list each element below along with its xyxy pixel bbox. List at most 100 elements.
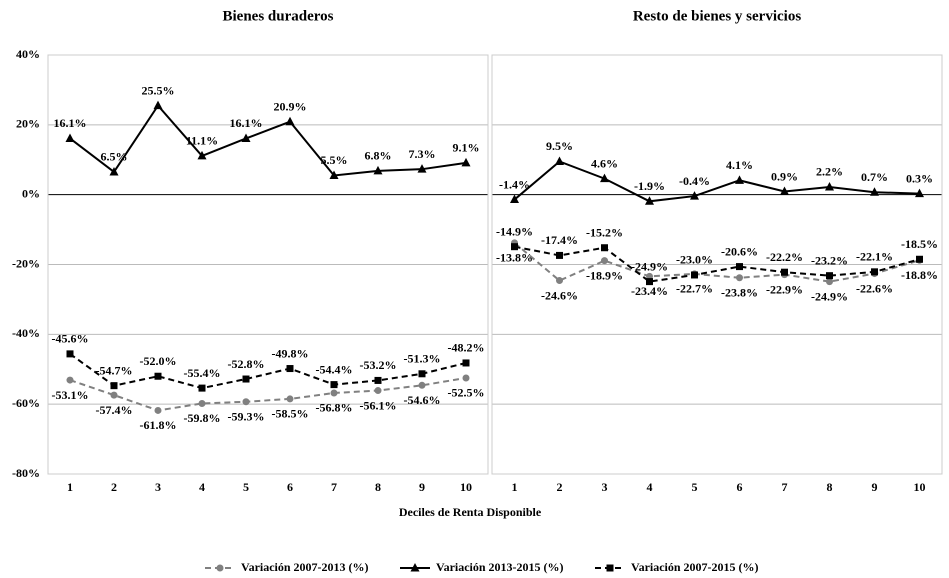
x-tick-label: 4 (199, 480, 205, 494)
data-label: -54.7% (96, 363, 133, 377)
data-label: -24.9% (811, 289, 848, 303)
point (915, 188, 924, 198)
data-label: -15.2% (586, 225, 623, 239)
point (916, 255, 923, 263)
x-tick-label: 6 (737, 480, 743, 494)
data-label: 9.1% (453, 141, 480, 155)
y-tick-label: 0% (22, 186, 40, 200)
point (645, 196, 654, 205)
x-tick-label: 8 (827, 480, 833, 494)
data-label: -51.3% (404, 352, 441, 366)
data-label: 11.1% (186, 134, 218, 148)
data-label: -52.8% (228, 357, 265, 371)
point (825, 181, 834, 191)
data-label: -48.2% (448, 341, 485, 355)
y-tick-label: -40% (12, 326, 40, 340)
point (110, 391, 118, 399)
point (461, 157, 471, 167)
y-tick-label: -20% (12, 256, 40, 270)
data-label: -52.5% (448, 386, 485, 400)
x-tick-label: 5 (243, 480, 249, 494)
point (418, 381, 426, 389)
point (556, 251, 563, 259)
series-line (513, 160, 920, 203)
data-label: -18.5% (901, 237, 938, 251)
data-label: -22.7% (676, 282, 713, 296)
point (154, 406, 162, 414)
x-tick-label: 5 (692, 480, 698, 494)
data-label: 20.9% (274, 99, 307, 113)
point (417, 164, 427, 173)
point (285, 116, 295, 126)
x-tick-label: 2 (557, 480, 563, 494)
data-label: 4.6% (591, 156, 618, 170)
data-label: -24.9% (631, 259, 668, 273)
series-line (514, 245, 920, 283)
data-label: -55.4% (184, 366, 221, 380)
point (601, 257, 608, 265)
point (198, 399, 206, 407)
legend-marker (216, 564, 224, 572)
y-tick-label: -80% (12, 466, 40, 480)
point (418, 370, 426, 378)
point (871, 268, 878, 276)
y-tick-label: -60% (12, 396, 40, 410)
point (511, 243, 518, 251)
plot-border (47, 54, 489, 475)
point (601, 244, 608, 252)
data-label: 0.9% (771, 169, 798, 183)
point (66, 376, 74, 384)
point (462, 359, 470, 367)
point (198, 384, 206, 392)
data-label: 6.8% (365, 149, 392, 163)
data-label: -61.8% (140, 418, 177, 432)
data-label: 0.3% (906, 171, 933, 185)
data-label: -56.1% (360, 398, 397, 412)
series-line (513, 242, 920, 283)
y-tick-label: 40% (16, 47, 40, 61)
point (690, 191, 699, 200)
point (826, 278, 833, 286)
point (736, 263, 743, 271)
data-label: -56.8% (316, 401, 353, 415)
point (330, 389, 338, 397)
data-label: -13.8% (496, 251, 533, 265)
data-label: 16.1% (54, 116, 87, 130)
point (286, 365, 294, 373)
x-tick-label: 6 (287, 480, 293, 494)
data-label: -23.0% (676, 253, 713, 267)
data-label: -14.9% (496, 224, 533, 238)
x-tick-label: 4 (647, 480, 653, 494)
y-tick-label: 20% (16, 117, 40, 131)
series-line (69, 376, 467, 412)
data-label: 25.5% (142, 83, 175, 97)
point (330, 381, 338, 389)
data-label: -57.4% (96, 403, 133, 417)
point (242, 375, 250, 383)
data-label: -59.3% (228, 409, 265, 423)
data-label: -23.4% (631, 284, 668, 298)
chart-title: Resto de bienes y servicios (633, 8, 801, 24)
point (826, 272, 833, 280)
x-tick-label: 3 (155, 480, 161, 494)
data-label: 6.5% (101, 150, 128, 164)
data-label: -22.9% (766, 282, 803, 296)
data-label: -22.2% (766, 250, 803, 264)
chart-title: Bienes duraderos (223, 8, 334, 24)
data-label: 16.1% (230, 116, 263, 130)
data-label: -22.6% (856, 281, 893, 295)
data-label: 7.3% (409, 147, 436, 161)
data-label: -18.9% (586, 268, 623, 282)
data-label: -53.2% (360, 358, 397, 372)
point (555, 156, 564, 165)
point (374, 376, 382, 384)
point (373, 165, 383, 175)
x-tick-label: 10 (914, 480, 926, 494)
point (241, 133, 251, 142)
series-line (69, 103, 467, 177)
point (781, 268, 788, 276)
data-label: -54.4% (316, 362, 353, 376)
data-label: 5.5% (321, 153, 348, 167)
point (66, 350, 74, 358)
